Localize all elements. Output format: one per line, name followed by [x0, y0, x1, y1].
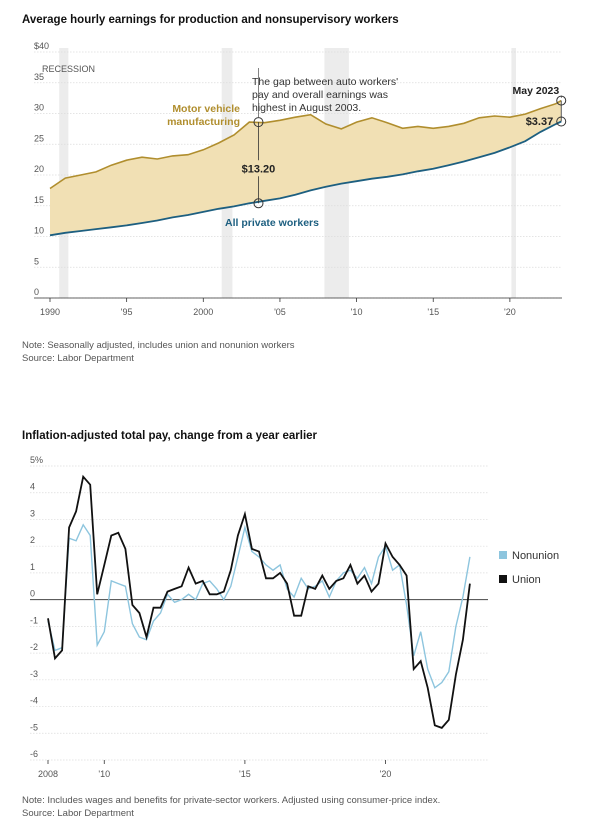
series-line-all-private [49, 120, 562, 237]
motor-vehicle-label-0: Motor vehicle [172, 103, 240, 115]
recession-band-3 [511, 48, 517, 298]
y-tick-label-4: -2 [30, 642, 38, 652]
series-line-union [47, 474, 471, 729]
chart1-plot: RECESSION 0 5 10 15 20 25 30 35 $40 1990 '95 2000 '05… [34, 41, 567, 317]
gap-area [50, 100, 562, 236]
series-line-motor-vehicle [49, 99, 562, 190]
end-gap-value: $3.37 [526, 116, 554, 128]
x-tick-label-1: '10 [98, 769, 110, 779]
chart1-note: Note: Seasonally adjusted, includes unio… [22, 340, 295, 351]
y-tick-label-6: 30 [34, 103, 44, 113]
x-tick-label-4: '10 [351, 307, 363, 317]
end-marker-bottom [556, 116, 567, 127]
x-tick-label-0: 1990 [40, 307, 60, 317]
x-tick-label-3: '20 [380, 769, 392, 779]
gap-marker-top [253, 117, 264, 128]
y-tick-label-1: 5 [34, 256, 39, 266]
chart1-title: Average hourly earnings for production a… [22, 14, 399, 26]
y-tick-label-9: 3 [30, 508, 35, 518]
gap-annotation-line-1: pay and overall earnings was [252, 89, 388, 101]
y-tick-label-1: -5 [30, 722, 38, 732]
chart2-plot: -6 -5 -4 -3 -2 -1 0 1 2 3 4 5% 2008 '10 '15 '20 Nonunion… [30, 455, 559, 779]
y-tick-label-11: 5% [30, 455, 43, 465]
end-label: May 2023 [513, 85, 560, 97]
y-tick-label-6: 0 [30, 589, 35, 599]
x-tick-label-5: '15 [427, 307, 439, 317]
y-tick-label-3: 15 [34, 195, 44, 205]
y-tick-label-8: $40 [34, 41, 49, 51]
x-tick-label-1: '95 [121, 307, 133, 317]
chart2-source: Source: Labor Department [22, 808, 134, 819]
y-tick-label-2: 10 [34, 226, 44, 236]
x-tick-label-3: '05 [274, 307, 286, 317]
gap-annotation-line-0: The gap between auto workers' [252, 76, 398, 88]
y-tick-label-0: 0 [34, 287, 39, 297]
y-tick-label-3: -3 [30, 669, 38, 679]
legend-label-nonunion: Nonunion [512, 550, 559, 562]
recession-band-0 [59, 48, 69, 298]
motor-vehicle-label-1: manufacturing [167, 116, 240, 128]
y-tick-label-2: -4 [30, 696, 38, 706]
gap-annotation-line-2: highest in August 2003. [252, 102, 361, 114]
y-tick-label-4: 20 [34, 164, 44, 174]
gap-value: $13.20 [242, 164, 276, 176]
x-tick-label-2: '15 [239, 769, 251, 779]
y-tick-label-0: -6 [30, 749, 38, 759]
y-tick-label-7: 1 [30, 562, 35, 572]
gap-marker-bottom [253, 198, 264, 209]
legend-label-union: Union [512, 574, 541, 586]
legend-swatch-nonunion [499, 551, 507, 559]
x-tick-label-6: '20 [504, 307, 516, 317]
y-tick-label-10: 4 [30, 482, 35, 492]
gap-value-bg [238, 160, 279, 177]
chart2-title: Inflation-adjusted total pay, change fro… [22, 430, 318, 442]
chart2-note: Note: Includes wages and benefits for pr… [22, 795, 441, 806]
y-tick-label-8: 2 [30, 535, 35, 545]
series-line-nonunion [47, 523, 471, 689]
y-tick-label-5: 25 [34, 133, 44, 143]
y-tick-label-7: 35 [34, 72, 44, 82]
y-tick-label-5: -1 [30, 615, 38, 625]
chart1-source: Source: Labor Department [22, 353, 134, 364]
recession-label: RECESSION [42, 64, 95, 74]
all-private-label: All private workers [225, 217, 319, 229]
x-tick-label-2: 2000 [193, 307, 213, 317]
legend-swatch-union [499, 575, 507, 583]
x-tick-label-0: 2008 [38, 769, 58, 779]
